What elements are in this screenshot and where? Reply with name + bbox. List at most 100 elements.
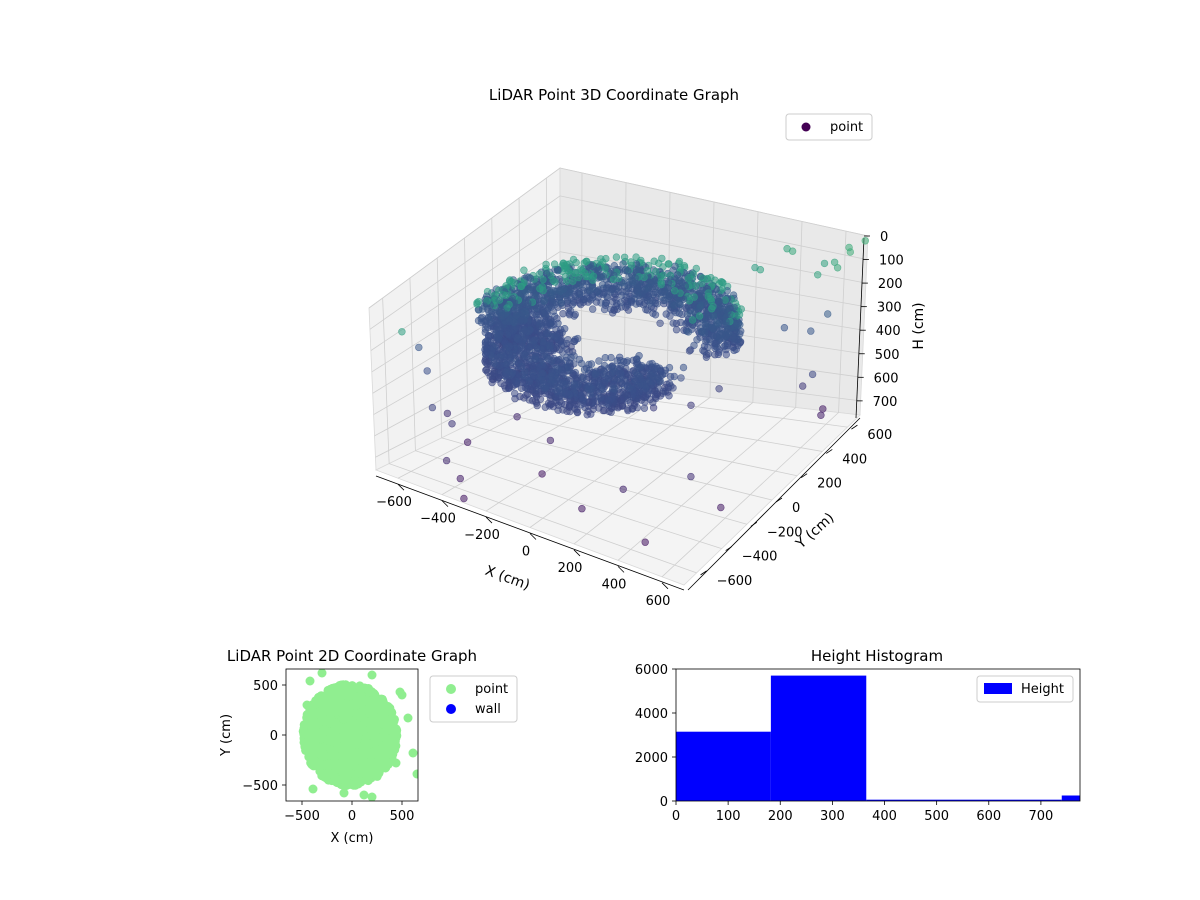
x-tick-label: 0: [522, 545, 530, 560]
point-3d: [652, 267, 660, 276]
point-3d: [601, 354, 609, 362]
point-3d: [598, 281, 607, 289]
point-3d: [580, 259, 588, 267]
x-tick: [529, 533, 537, 540]
point-3d: [679, 363, 688, 372]
point-3d: [643, 267, 652, 275]
point-2d: [354, 710, 364, 720]
point-3d: [596, 394, 604, 402]
point-3d: [730, 346, 738, 355]
point-3d: [698, 328, 706, 336]
point-3d: [687, 472, 695, 481]
point-2d: [367, 730, 377, 740]
point-2d: [320, 760, 329, 770]
scatter-3d-points: [398, 237, 869, 546]
scatter-2d-points: [298, 669, 418, 801]
ticks-hist: 0 100 200 300 400 500 600 700 0 2000 4000 6000: [635, 663, 1053, 824]
point-3d: [632, 253, 640, 261]
point-3d: [553, 387, 561, 395]
point-2d: [329, 746, 339, 756]
point-3d: [684, 275, 693, 283]
point-3d: [619, 260, 627, 268]
point-3d: [586, 390, 594, 398]
y-tick-label-hist: 0: [660, 795, 668, 810]
point-3d: [549, 277, 557, 285]
point-3d: [569, 277, 577, 285]
point-3d: [707, 305, 716, 313]
point-2d: [375, 733, 385, 743]
point-3d: [672, 326, 681, 334]
point-2d: [363, 776, 373, 786]
point-3d: [695, 312, 704, 320]
point-3d: [609, 275, 618, 284]
point-3d: [684, 328, 693, 336]
legend-2d-marker-point: [446, 684, 456, 694]
legend-3d: point: [785, 113, 873, 141]
point-3d: [651, 311, 660, 319]
point-3d: [456, 474, 464, 483]
point-2d: [317, 747, 327, 757]
point-3d: [713, 319, 721, 327]
y-tick: [725, 546, 732, 551]
y-tick-label-hist: 2000: [635, 751, 668, 766]
point-2d: [307, 739, 316, 749]
y-axis-line: [687, 417, 861, 591]
point-2d: [320, 701, 330, 710]
point-3d: [751, 263, 759, 272]
hist-frame: [675, 668, 1081, 802]
point-3d: [624, 405, 632, 413]
point-3d: [546, 436, 555, 445]
plot3d-title: LiDAR Point 3D Coordinate Graph: [489, 86, 739, 104]
y-tick-label-2d: 0: [270, 729, 278, 744]
point-2d: [343, 726, 353, 736]
x-axis-label: X (cm): [483, 563, 532, 594]
y-tick-label-2d: −500: [242, 779, 278, 794]
point-2d: [308, 753, 317, 763]
point-2d: [354, 723, 364, 732]
x-tick-label-hist: 0: [672, 809, 680, 824]
point-3d: [699, 346, 707, 355]
point-2d: [343, 753, 353, 763]
x-tick-label-hist: 400: [872, 809, 897, 824]
point-2d: [367, 792, 377, 801]
y-tick-label: 0: [792, 501, 800, 516]
point-2d: [339, 714, 349, 724]
point-3d: [640, 404, 649, 412]
y-tick-label: −400: [742, 550, 778, 565]
point-3d: [577, 359, 586, 368]
point-3d: [481, 328, 489, 337]
point-3d: [423, 367, 431, 375]
y-tick-label-2d: 500: [253, 679, 278, 694]
point-3d: [496, 353, 504, 361]
point-2d: [308, 784, 318, 794]
point-3d: [608, 385, 617, 393]
point-2d: [397, 690, 407, 700]
point-3d: [687, 401, 695, 409]
point-2d: [403, 713, 413, 723]
ticks-3d: −600−400−2000200400600−600−400−200020040…: [376, 230, 904, 609]
x-tick-label-hist: 300: [820, 809, 845, 824]
point-3d: [677, 278, 686, 286]
point-3d: [657, 293, 665, 301]
z-tick-label: 300: [877, 301, 902, 316]
x-tick-label-2d: 0: [348, 809, 356, 824]
z-tick-label: 400: [876, 324, 901, 339]
point-2d: [342, 699, 352, 709]
x-tick-label-hist: 200: [768, 809, 793, 824]
y-tick: [775, 497, 783, 503]
point-3d: [817, 411, 825, 419]
y-tick-label: 600: [867, 428, 892, 443]
ticks-2d: −500 0 500 −500 0 500: [242, 679, 414, 824]
point-3d: [714, 297, 722, 306]
point-3d: [819, 405, 827, 413]
x-tick-label: 400: [602, 577, 627, 592]
hist-bar: [676, 731, 771, 801]
point-2d: [309, 700, 319, 710]
point-2d: [387, 724, 397, 734]
point-3d: [808, 370, 817, 379]
point-3d: [693, 336, 701, 344]
point-3d: [546, 289, 554, 297]
point-3d: [697, 279, 706, 287]
point-3d: [688, 316, 697, 324]
x-tick-label-hist: 100: [716, 809, 741, 824]
